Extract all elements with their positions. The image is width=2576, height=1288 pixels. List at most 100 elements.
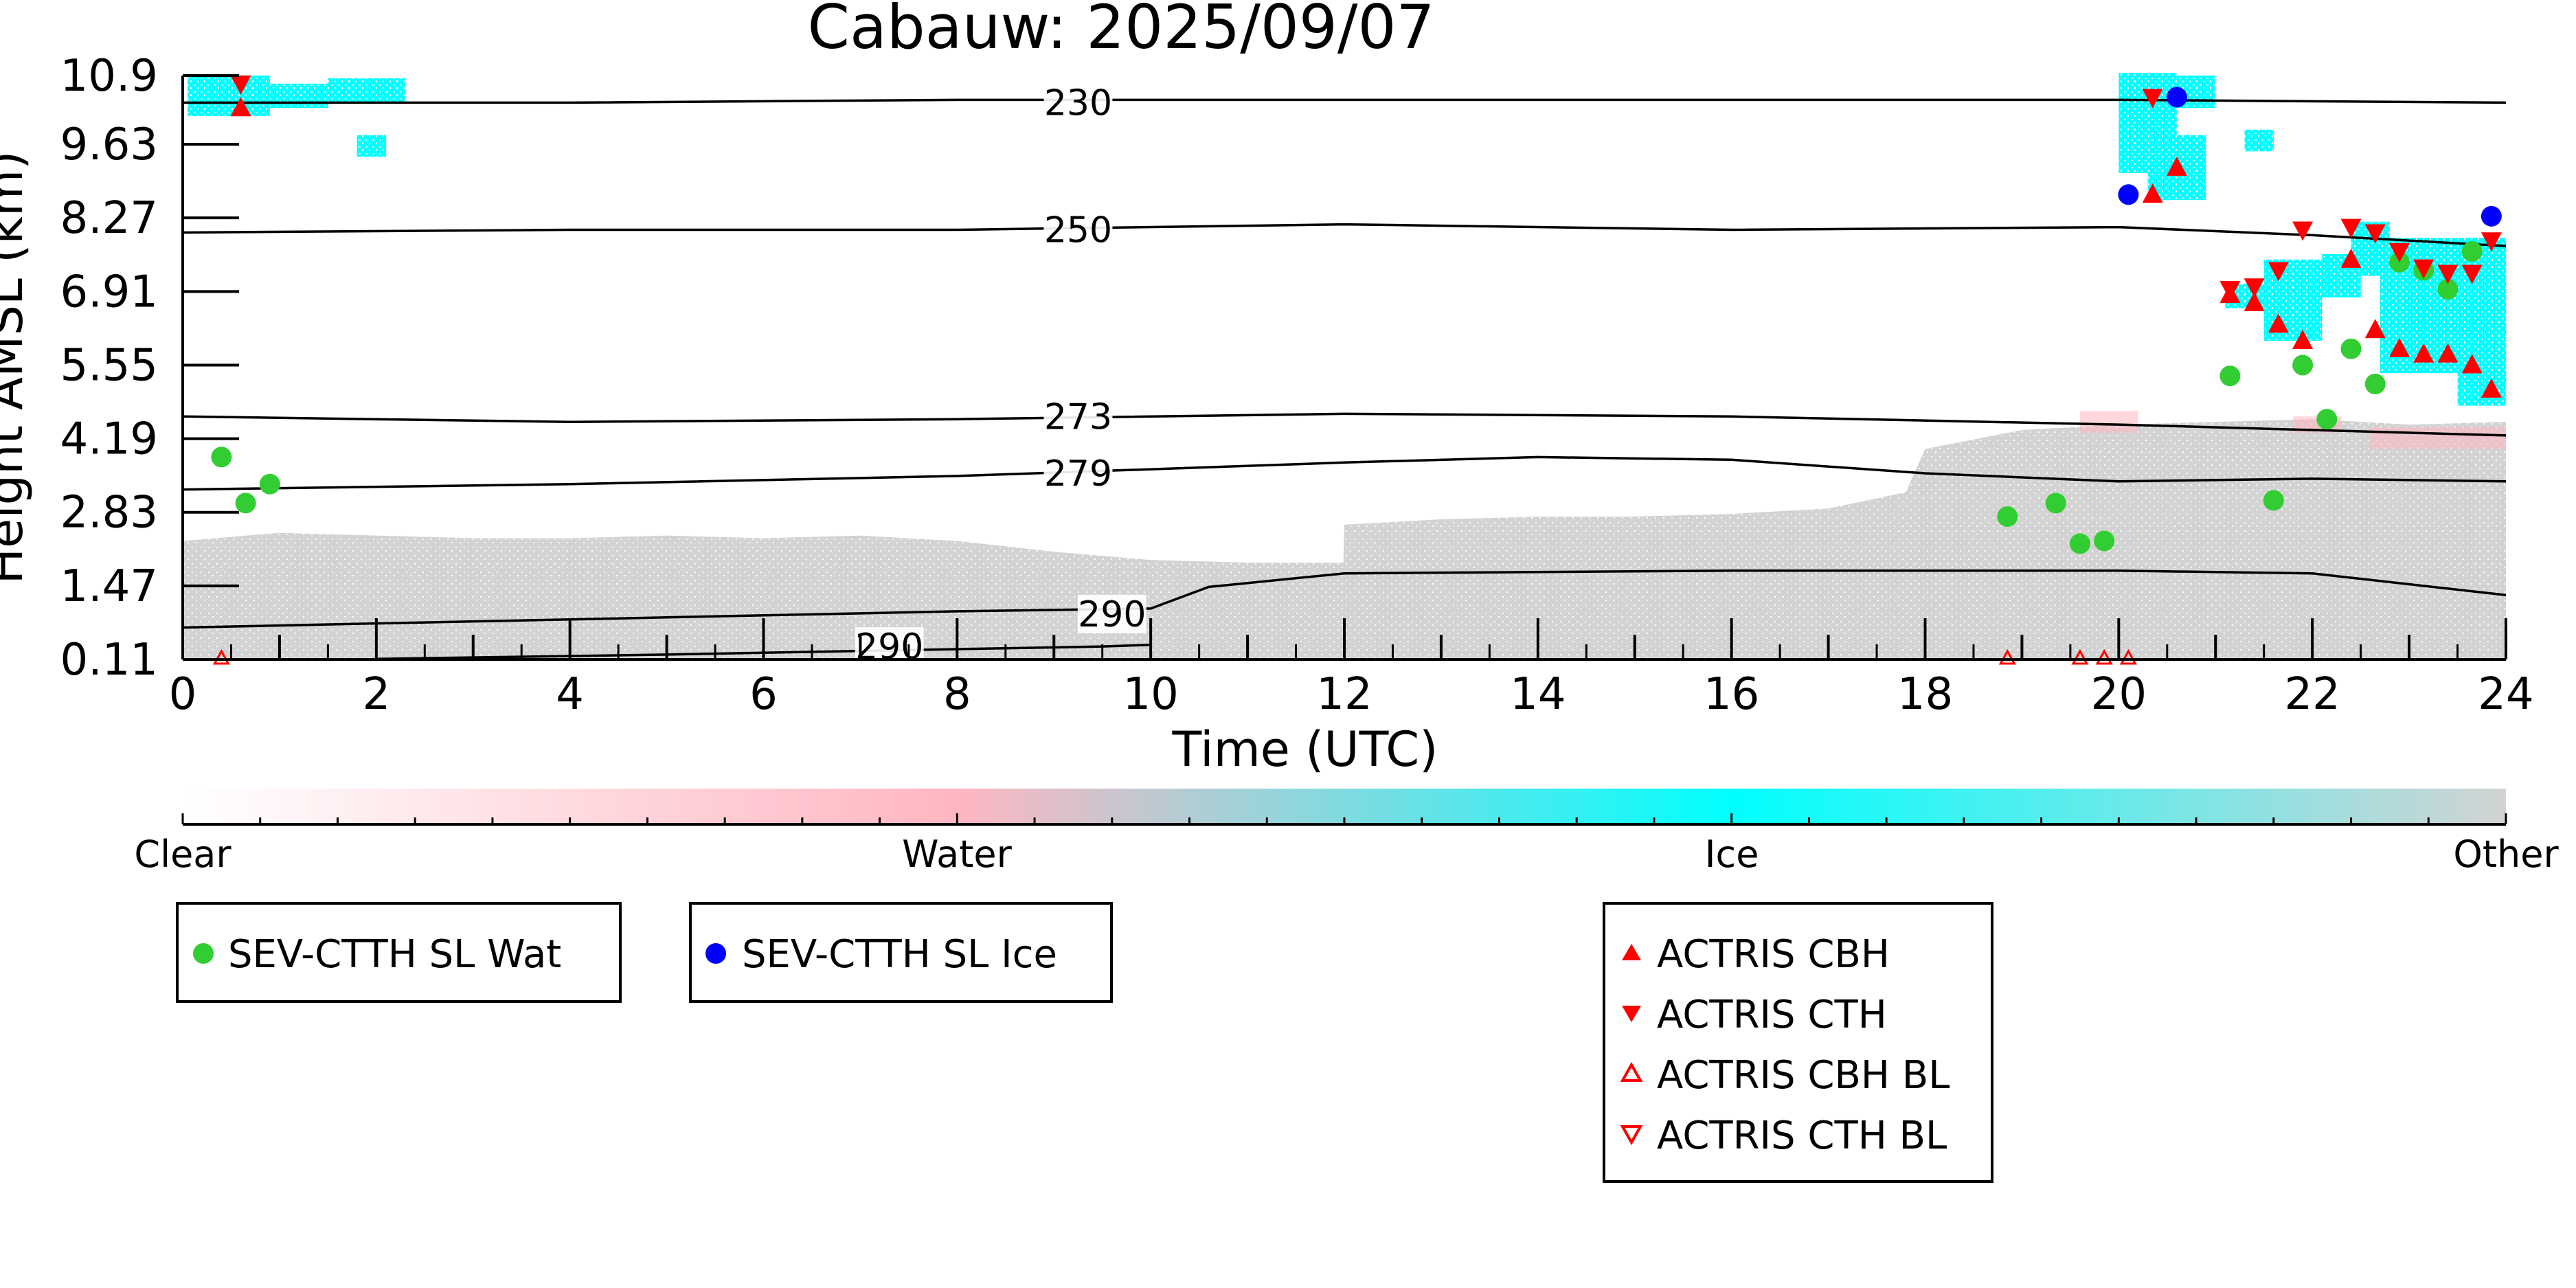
x-tick-label: 4 [556, 669, 584, 720]
contour-label-bg [1043, 397, 1113, 436]
cloud-classification-field [183, 73, 2506, 659]
legend-box [176, 902, 622, 1003]
legend-marker-actris-cbh-bl [1620, 1061, 1643, 1082]
marker-actris-cbh [2413, 343, 2434, 363]
x-tick-label: 14 [1510, 669, 1566, 720]
marker-actris-cth [2219, 281, 2241, 301]
contour-line [182, 412, 2507, 437]
marker-actris-cbh [2437, 343, 2459, 363]
marker-actris-cth [2364, 224, 2386, 244]
marker-actris-cbh-bl [2095, 648, 2113, 665]
contour-label: 230 [1044, 82, 1112, 124]
marker-sev-ctth-sl-ice [2166, 87, 2187, 108]
x-tick-label: 2 [362, 669, 390, 720]
x-tick-label: 8 [943, 669, 971, 720]
contour-label: 290 [855, 626, 923, 668]
marker-actris-cth [2340, 218, 2362, 238]
chart-title: Cabauw: 2025/09/07 [808, 0, 1435, 63]
marker-sev-ctth-sl-ice [2118, 184, 2139, 205]
x-tick-label: 10 [1122, 669, 1178, 720]
legend-marker-sev-wat [193, 943, 214, 964]
contour-label-bg [1077, 594, 1146, 633]
marker-actris-cth [2437, 264, 2459, 284]
x-tick-label: 12 [1316, 669, 1372, 720]
legend-label-actris-cth: ACTRIS CTH [1657, 993, 1887, 1037]
legend-label-sev-wat: SEV-CTTH SL Wat [228, 932, 561, 977]
contour-label: 273 [1044, 396, 1112, 438]
x-tick-label: 6 [749, 669, 778, 720]
marker-actris-cbh [2142, 183, 2163, 203]
marker-sev-ctth-sl-wat [211, 447, 232, 468]
legend-label-actris-cth-bl: ACTRIS CTH BL [1657, 1114, 1947, 1158]
marker-sev-ctth-sl-wat [2461, 241, 2483, 262]
marker-actris-cth [2461, 264, 2483, 284]
contour-label-bg [1043, 210, 1113, 249]
ice-class-patch [269, 83, 328, 109]
marker-actris-cbh-bl [2071, 648, 2089, 665]
y-tick-label: 4.19 [60, 414, 159, 465]
marker-sev-ctth-sl-wat [259, 473, 280, 495]
marker-actris-cbh [2268, 313, 2289, 333]
marker-actris-cth [2481, 232, 2502, 252]
water-class-patch [2370, 427, 2506, 449]
marker-sev-ctth-sl-wat [2364, 374, 2386, 395]
ice-class-patch [188, 76, 270, 117]
legend-sev-ice: SEV-CTTH SL Ice [689, 902, 1113, 1003]
contour-label-bg [1043, 83, 1113, 122]
legend-box [1603, 902, 1993, 1183]
marker-sev-ctth-sl-ice [2481, 205, 2502, 227]
y-tick-label: 6.91 [60, 267, 159, 317]
marker-actris-cbh [2364, 319, 2386, 339]
y-axis-title: Height AMSL (km) [0, 151, 34, 585]
colorbar-ticks [181, 813, 2507, 824]
other-class-region [183, 419, 2506, 659]
marker-actris-cbh [230, 97, 251, 117]
marker-actris-cth [2268, 262, 2289, 282]
temperature-contours: 230 250 273 279 290 290 [182, 82, 2507, 668]
colorbar-label-ice: Ice [1705, 833, 1759, 876]
ice-class-patch [357, 135, 386, 157]
y-tick-label: 0.11 [60, 635, 159, 686]
x-tick-label: 16 [1704, 669, 1759, 720]
y-tick-label: 1.47 [60, 561, 159, 612]
marker-sev-ctth-sl-wat [2094, 530, 2115, 552]
contour-label-bg [1043, 454, 1113, 493]
x-axis-title: Time (UTC) [1172, 721, 1438, 778]
axes: 0 2 4 6 8 10 12 14 16 18 20 22 240.111.472.834.195.5… [60, 51, 2534, 720]
x-tick-label: 0 [169, 669, 197, 720]
legend-sev-wat: SEV-CTTH SL Wat [176, 902, 622, 1003]
y-tick-label: 8.27 [60, 193, 159, 244]
legend-label-actris-cbh: ACTRIS CBH [1657, 932, 1890, 977]
y-tick-label: 5.55 [60, 340, 159, 391]
legend-marker-sev-ice [705, 943, 726, 964]
legend-box [689, 902, 1113, 1003]
contour-label: 279 [1044, 453, 1112, 495]
marker-actris-cbh-bl [2119, 648, 2137, 665]
contour-label: 290 [1078, 594, 1146, 635]
legend-label-sev-ice: SEV-CTTH SL Ice [742, 932, 1057, 977]
marker-actris-cth [230, 75, 251, 95]
contour-line [182, 569, 2507, 629]
marker-sev-ctth-sl-wat [2263, 490, 2284, 511]
retrieval-markers [211, 75, 2502, 665]
ice-class-patch [2244, 129, 2274, 152]
marker-sev-ctth-sl-wat [2340, 338, 2362, 359]
marker-actris-cth [2413, 259, 2434, 279]
marker-actris-cbh [2340, 248, 2362, 268]
marker-sev-ctth-sl-wat [2316, 409, 2338, 430]
colorbar-label-water: Water [902, 833, 1012, 876]
marker-sev-ctth-sl-wat [2069, 533, 2090, 554]
legend-marker-actris-cth [1622, 1006, 1641, 1022]
marker-sev-ctth-sl-wat [2292, 354, 2314, 376]
contour-line [183, 98, 2507, 104]
marker-sev-ctth-sl-wat [235, 493, 256, 514]
marker-actris-cbh [2166, 156, 2187, 176]
legend-marker-actris-cth-bl [1620, 1125, 1643, 1146]
marker-actris-cbh [2461, 354, 2483, 374]
marker-actris-cbh-bl [1998, 648, 2016, 665]
marker-sev-ctth-sl-wat [2437, 279, 2459, 300]
y-tick-label: 9.63 [60, 120, 159, 170]
x-tick-label: 18 [1897, 669, 1953, 720]
colorbar-label-clear: Clear [134, 833, 231, 876]
